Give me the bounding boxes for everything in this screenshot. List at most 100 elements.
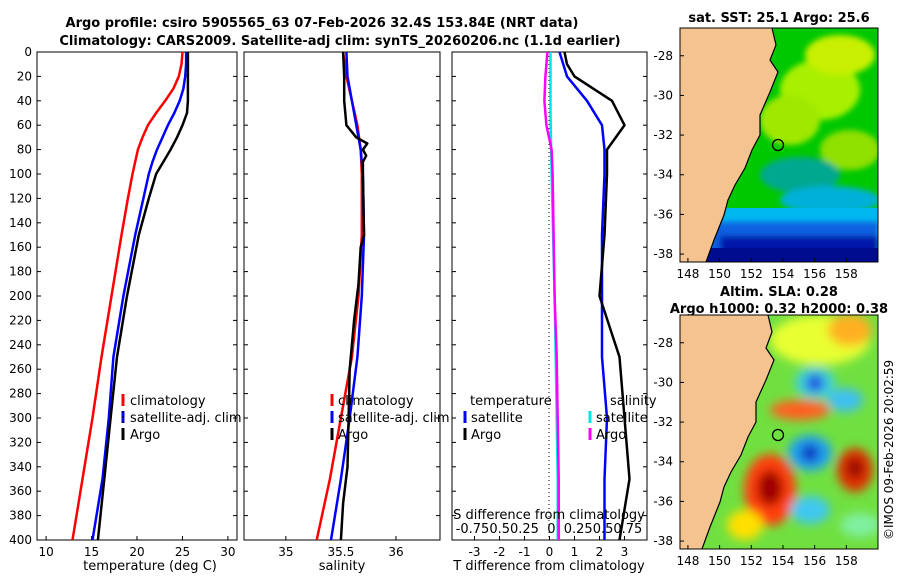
x-tick-label: 35.5 xyxy=(328,545,355,559)
map-x-tick-label: 148 xyxy=(676,554,699,568)
map-y-tick-label: -34 xyxy=(653,455,673,469)
y-tick-label: 340 xyxy=(9,460,32,474)
y-tick-label: 400 xyxy=(9,533,32,547)
temperature-x-ticks: 10 15 20 25 30 xyxy=(38,536,236,559)
x-tick-label: 2 xyxy=(596,545,604,559)
x-tick-label: 20 xyxy=(129,545,144,559)
salinity-legend-climatology: climatology xyxy=(338,394,414,409)
x-tick-label: 10 xyxy=(38,545,53,559)
map-x-tick-label: 158 xyxy=(835,267,858,281)
y-tick-label: 80 xyxy=(17,143,32,157)
map-y-tick-label: -38 xyxy=(653,247,673,261)
map-x-tick-label: 148 xyxy=(676,267,699,281)
x-tick-label: 1 xyxy=(571,545,579,559)
difference-legend: temperature satellite Argo salinity sate… xyxy=(463,394,657,443)
map-x-tick-label: 150 xyxy=(708,267,731,281)
x-tick-label: 15 xyxy=(84,545,99,559)
x-tick-label: 36 xyxy=(388,545,403,559)
map-x-tick-label: 156 xyxy=(803,267,826,281)
salinity-legend-argo: Argo xyxy=(338,428,368,443)
salinity-x-ticks: 35 35.5 36 xyxy=(278,536,404,559)
sla-map-ticks: 148 150 152 154 156 158 -28 -30 -32 -34 -36 -38 xyxy=(653,336,857,568)
map-x-tick-label: 152 xyxy=(740,267,763,281)
salinity-y-ticks xyxy=(244,51,440,541)
legend-salinity-argo: Argo xyxy=(596,428,626,443)
y-tick-label: 100 xyxy=(9,167,32,181)
y-tick-label: 60 xyxy=(17,118,32,132)
map-y-tick-label: -34 xyxy=(653,168,673,182)
figure-title-line2: Climatology: CARS2009. Satellite-adj cli… xyxy=(59,34,620,49)
salinity-lines xyxy=(315,52,369,540)
salinity-legend: climatology satellite-adj. clim Argo xyxy=(330,394,450,443)
salinity-x-label: salinity xyxy=(319,559,366,574)
x-tick-label: -2 xyxy=(494,545,506,559)
x-tick-label: 35 xyxy=(278,545,293,559)
y-tick-label: 180 xyxy=(9,265,32,279)
x-tick-label: 25 xyxy=(175,545,190,559)
sla-map: 148 150 152 154 156 158 -28 -30 -32 -34 -36 -38 xyxy=(653,314,879,568)
series-line-argo xyxy=(96,52,190,540)
y-tick-label: 260 xyxy=(9,362,32,376)
y-tick-label: 300 xyxy=(9,411,32,425)
y-tick-label: 160 xyxy=(9,240,32,254)
y-tick-label: 220 xyxy=(9,313,32,327)
series-line-temperature-satellite xyxy=(558,52,609,540)
map-y-tick-label: -32 xyxy=(653,415,673,429)
y-tick-label: 320 xyxy=(9,435,32,449)
temperature-y-ticks: 0 20 40 60 80 100 120 140 160 180 200 220 240 260 280 3… xyxy=(9,45,237,547)
salinity-difference-axis-ticks: -0.750.50.25 0 0.250.50.75 xyxy=(456,522,643,537)
map-y-tick-label: -28 xyxy=(653,49,673,63)
map-y-tick-label: -30 xyxy=(653,375,673,389)
sla-map-title-2: Argo h1000: 0.32 h2000: 0.38 xyxy=(670,302,888,317)
map-x-tick-label: 154 xyxy=(772,267,795,281)
series-line-satellite-adj-clim xyxy=(91,52,188,540)
x-tick-label: 0 xyxy=(546,545,554,559)
map-y-tick-label: -36 xyxy=(653,494,673,508)
legend-salinity-title: salinity xyxy=(610,394,657,409)
legend-temperature-satellite: satellite xyxy=(471,411,523,426)
x-tick-label: 30 xyxy=(220,545,235,559)
map-y-tick-label: -30 xyxy=(653,88,673,102)
x-tick-label: 3 xyxy=(621,545,629,559)
legend-temperature-argo: Argo xyxy=(471,428,501,443)
difference-y-ticks xyxy=(452,51,647,541)
temperature-legend-argo: Argo xyxy=(130,428,160,443)
temperature-lines xyxy=(71,52,190,540)
map-y-tick-label: -36 xyxy=(653,207,673,221)
y-tick-label: 40 xyxy=(17,94,32,108)
x-tick-label: -3 xyxy=(469,545,481,559)
map-x-tick-label: 158 xyxy=(835,554,858,568)
map-y-tick-label: -32 xyxy=(653,128,673,142)
map-y-tick-label: -38 xyxy=(653,534,673,548)
x-tick-label: -1 xyxy=(519,545,531,559)
sla-map-title-1: Altim. SLA: 0.28 xyxy=(720,285,838,300)
y-tick-label: 240 xyxy=(9,338,32,352)
y-tick-label: 200 xyxy=(9,289,32,303)
difference-x-ticks: -3 -2 -1 0 1 2 3 xyxy=(469,536,629,559)
temperature-legend-satellite: satellite-adj. clim xyxy=(130,411,242,426)
salinity-legend-satellite: satellite-adj. clim xyxy=(338,411,450,426)
temperature-legend-climatology: climatology xyxy=(130,394,206,409)
map-x-tick-label: 152 xyxy=(740,554,763,568)
y-tick-label: 280 xyxy=(9,387,32,401)
imos-credit: ©IMOS 09-Feb-2026 20:02:59 xyxy=(882,360,896,540)
y-tick-label: 360 xyxy=(9,484,32,498)
temperature-panel: 0 20 40 60 80 100 120 140 160 180 200 220 240 260 280 3… xyxy=(9,45,242,574)
map-y-tick-label: -28 xyxy=(653,336,673,350)
map-x-tick-label: 154 xyxy=(772,554,795,568)
series-line-salinity-argo xyxy=(543,52,560,540)
y-tick-label: 20 xyxy=(17,69,32,83)
series-line-argo xyxy=(339,52,369,540)
y-tick-label: 120 xyxy=(9,191,32,205)
map-x-tick-label: 156 xyxy=(803,554,826,568)
map-x-tick-label: 150 xyxy=(708,554,731,568)
difference-x-label: T difference from climatology xyxy=(452,559,645,574)
sst-map: 148 150 152 154 156 158 -28 -30 -32 -34 -36 -38 xyxy=(653,27,879,281)
legend-salinity-satellite: satellite xyxy=(596,411,648,426)
series-line-climatology xyxy=(71,52,184,540)
difference-panel: -3 -2 -1 0 1 2 3 T difference from climatology… xyxy=(451,51,657,574)
sst-map-ticks: 148 150 152 154 156 158 -28 -30 -32 -34 -36 -38 xyxy=(653,49,857,281)
salinity-panel: 35 35.5 36 salinity climatology satellite-… xyxy=(243,51,450,574)
temperature-x-label: temperature (deg C) xyxy=(83,559,217,574)
